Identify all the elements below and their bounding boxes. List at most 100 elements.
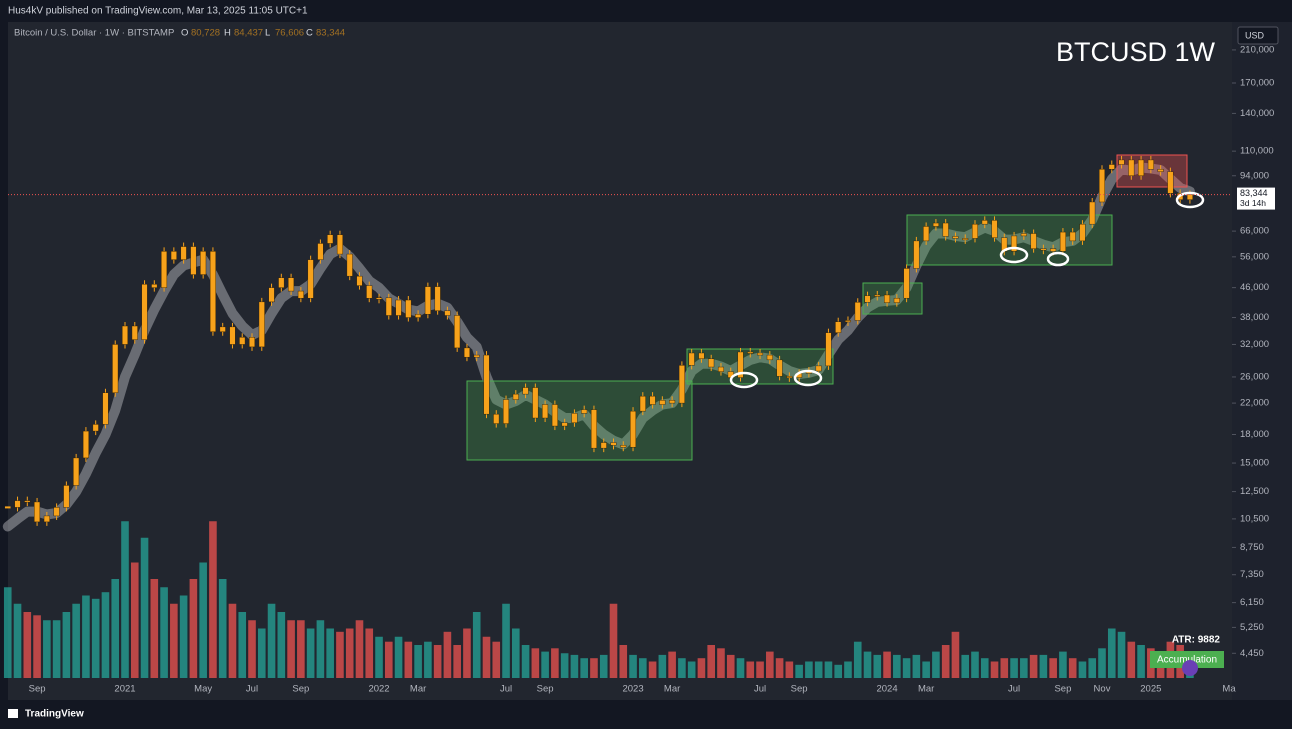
volume-bar xyxy=(560,653,569,678)
candle xyxy=(1138,159,1145,176)
volume-bar xyxy=(150,579,159,678)
y-tick-label: 94,000 xyxy=(1240,170,1269,181)
x-tick-label: Sep xyxy=(292,684,309,695)
candle xyxy=(913,240,920,269)
y-tick-label: 110,000 xyxy=(1240,146,1274,157)
candle xyxy=(1030,233,1037,249)
volume-bar xyxy=(52,620,61,678)
currency[interactable]: USD xyxy=(1245,30,1265,40)
volume-bar xyxy=(590,658,598,678)
volume-bar xyxy=(668,651,676,678)
candle xyxy=(1128,159,1135,176)
ohlc-value: 83,344 xyxy=(316,28,345,39)
candle xyxy=(942,222,949,237)
y-tick-label: 10,500 xyxy=(1240,513,1269,524)
y-tick-label: 15,000 xyxy=(1240,458,1269,469)
volume-bar xyxy=(1117,631,1126,678)
candle xyxy=(688,352,695,366)
marker-ring xyxy=(729,371,759,389)
marker-ring xyxy=(1175,191,1205,209)
volume-bar xyxy=(512,628,520,678)
candle xyxy=(200,251,207,275)
volume-bar xyxy=(1098,648,1106,678)
volume-bar xyxy=(404,641,413,678)
volume-bar xyxy=(277,612,286,678)
x-tick-label: Sep xyxy=(1054,684,1071,695)
candle xyxy=(864,295,871,303)
volume-bar xyxy=(785,661,794,678)
ohlc-value: 76,606 xyxy=(275,28,304,39)
volume-bar xyxy=(375,636,383,678)
logo[interactable]: TradingView xyxy=(25,709,84,720)
volume-bar xyxy=(1020,658,1028,678)
volume-bar xyxy=(873,654,882,678)
x-tick-label: Jul xyxy=(1008,684,1020,695)
ohlc-key: L xyxy=(265,28,270,39)
volume-bar xyxy=(932,651,940,678)
volume-bar xyxy=(492,641,501,678)
candle xyxy=(669,400,676,404)
candle xyxy=(551,404,558,427)
y-tick-label: 5,250 xyxy=(1240,622,1264,633)
candle xyxy=(336,234,343,255)
volume-bar xyxy=(228,603,237,678)
volume-bar xyxy=(179,595,188,678)
volume-bar xyxy=(697,658,706,678)
candle xyxy=(844,320,851,323)
volume-bar xyxy=(717,648,725,678)
volume-bar xyxy=(1078,661,1087,678)
candle xyxy=(962,238,969,241)
volume-bar xyxy=(82,595,90,678)
volume-bar xyxy=(472,612,481,678)
candle xyxy=(717,366,724,372)
ohlc-legend: O 80,728 H 84,437 L 76,606 C 83,344 xyxy=(181,28,345,39)
candle xyxy=(63,485,70,508)
volume-bar xyxy=(599,654,608,678)
candle xyxy=(415,314,422,318)
volume-bar xyxy=(1039,654,1048,678)
zone xyxy=(906,214,1113,266)
candle xyxy=(874,294,881,297)
zone xyxy=(862,282,923,315)
volume-bar xyxy=(658,654,667,678)
candle xyxy=(815,365,822,372)
volume-bar xyxy=(365,628,374,678)
candle xyxy=(620,445,627,448)
y-tick-label: 8,750 xyxy=(1240,542,1264,553)
candle xyxy=(434,286,441,311)
x-tick-label: Jul xyxy=(246,684,258,695)
candle xyxy=(1118,159,1125,165)
volume-bar xyxy=(678,658,686,678)
volume-bar xyxy=(687,661,696,678)
candle xyxy=(542,404,549,419)
zone xyxy=(466,380,693,461)
currency-box[interactable] xyxy=(1237,26,1279,45)
candle xyxy=(1098,169,1105,203)
candle xyxy=(170,251,177,260)
volume-bar xyxy=(980,658,989,678)
candle xyxy=(747,351,754,354)
candle xyxy=(893,297,900,303)
y-tick-label: 22,000 xyxy=(1240,398,1269,409)
candle xyxy=(757,352,764,356)
y-tick-label: 56,000 xyxy=(1240,251,1269,262)
volume-bar xyxy=(23,612,32,678)
candle xyxy=(288,277,295,292)
candle xyxy=(971,223,978,239)
candle xyxy=(1108,164,1115,170)
candle xyxy=(278,277,285,288)
candle xyxy=(317,243,324,260)
chart-title: BTCUSD 1W xyxy=(1056,37,1216,67)
indicator-icon[interactable] xyxy=(1182,660,1198,676)
candle xyxy=(249,337,256,348)
y-tick-label: 38,000 xyxy=(1240,312,1269,323)
candle xyxy=(366,285,373,299)
candle xyxy=(1020,233,1027,237)
y-tick-label: 6,150 xyxy=(1240,597,1264,608)
candle xyxy=(649,395,656,405)
volume-bar xyxy=(834,664,843,678)
volume-bar xyxy=(902,658,911,678)
volume-bar xyxy=(384,641,393,678)
x-tick-label: Sep xyxy=(791,684,808,695)
